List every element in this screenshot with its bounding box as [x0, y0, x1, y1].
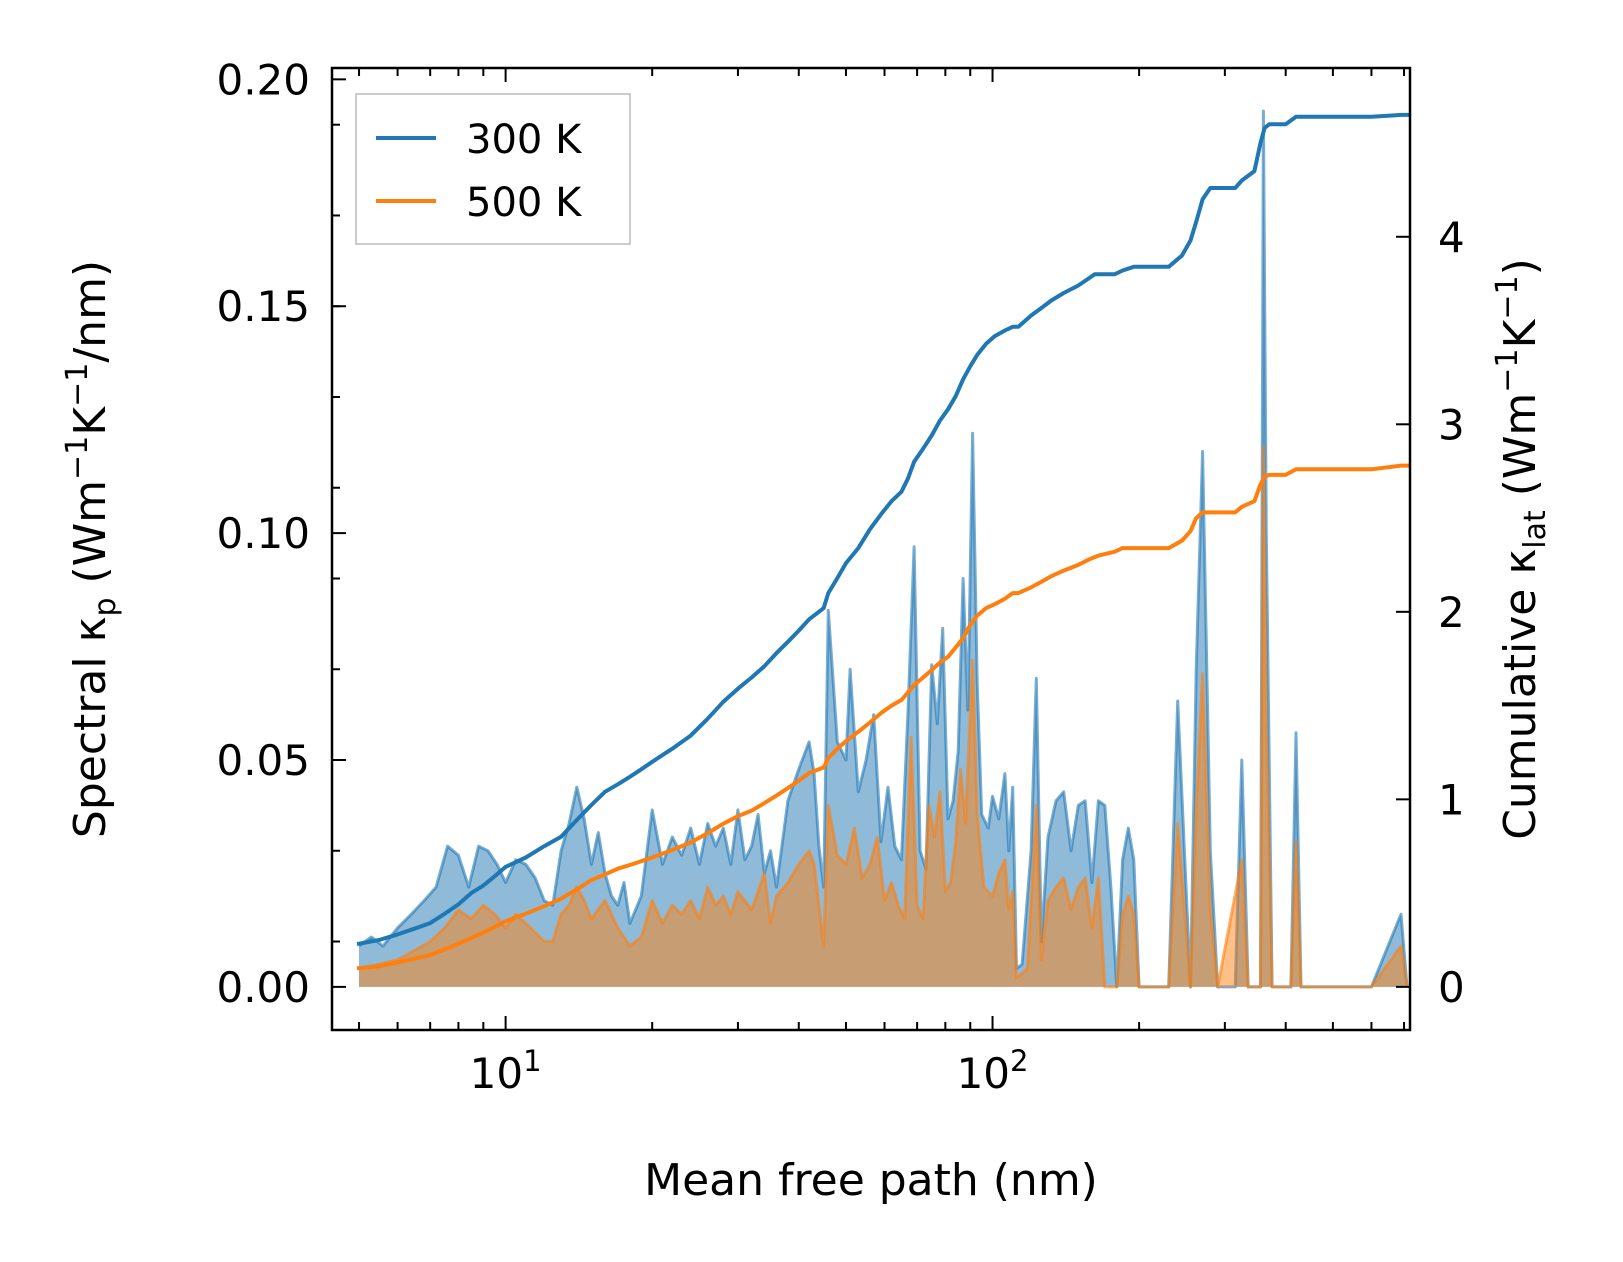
y-left-axis-label: Spectral κp (Wm−1K−1/nm) — [60, 260, 123, 838]
cumulative-500k-line — [356, 463, 1409, 971]
y-right-tick-label: 0 — [1438, 963, 1465, 1012]
spectral-500k-outline — [358, 445, 1409, 989]
x-axis-label: Mean free path (nm) — [644, 1155, 1098, 1206]
y-right-tick-label: 2 — [1438, 588, 1465, 637]
axes: 101 102 0.00 0.05 0.10 0.15 0.20 0 1 2 3 4 Mean free… — [60, 55, 1553, 1206]
y-left-tick-label: 0.05 — [216, 736, 310, 785]
y-left-tick-label: 0.20 — [216, 55, 310, 104]
spectral-300k-outline — [358, 109, 1409, 989]
y-right-tick-label: 4 — [1438, 213, 1465, 262]
y-left-tick-label: 0.10 — [216, 509, 310, 558]
legend: 300 K 500 K — [355, 93, 631, 245]
legend-box — [355, 93, 631, 245]
y-left-tick-label: 0.15 — [216, 282, 310, 331]
plot-area — [356, 109, 1409, 989]
y-right-tick-label: 3 — [1438, 400, 1465, 449]
x-tick-label: 102 — [957, 1044, 1029, 1098]
plot-frame — [330, 66, 1412, 1032]
y-right-tick-label: 1 — [1438, 775, 1465, 824]
y-right-axis-label: Cumulative κlat (Wm−1K−1) — [1490, 258, 1553, 840]
cumulative-300k-line — [356, 112, 1409, 947]
x-tick-label: 101 — [470, 1044, 542, 1098]
legend-label-1: 500 K — [466, 180, 583, 226]
y-left-tick-label: 0.00 — [216, 963, 310, 1012]
spectral-500k-area — [359, 446, 1407, 987]
legend-label-0: 300 K — [466, 117, 583, 163]
